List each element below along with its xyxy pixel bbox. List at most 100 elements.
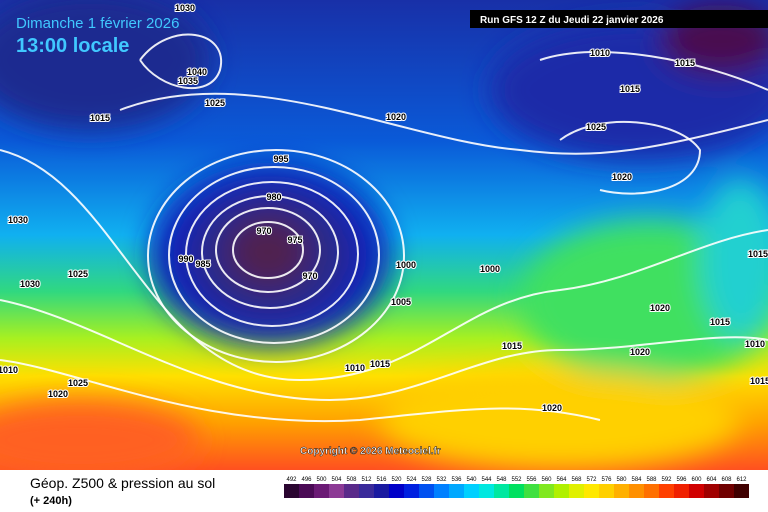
scale-swatch bbox=[524, 484, 539, 498]
isobar-label: 1015 bbox=[750, 376, 768, 386]
isobar-label: 1025 bbox=[586, 122, 606, 132]
scale-label: 584 bbox=[631, 477, 642, 483]
scale-swatch bbox=[434, 484, 449, 498]
scale-label: 528 bbox=[421, 477, 432, 483]
isobar-label: 1020 bbox=[48, 389, 68, 399]
isobar-label: 1010 bbox=[745, 339, 765, 349]
scale-swatch bbox=[389, 484, 404, 498]
scale-swatch bbox=[299, 484, 314, 498]
scale-label: 576 bbox=[601, 477, 612, 483]
isobars bbox=[0, 33, 768, 423]
isobar-label: 975 bbox=[287, 235, 302, 245]
scale-label: 516 bbox=[376, 477, 387, 483]
isobar-label: 970 bbox=[256, 226, 271, 236]
isobar-label: 1010 bbox=[590, 48, 610, 58]
scale-label: 556 bbox=[526, 477, 537, 483]
map-date: Dimanche 1 février 2026 bbox=[16, 15, 179, 32]
isobar-label: 1015 bbox=[620, 84, 640, 94]
color-scale: 492 496 500 504 508 512 516 520 524 528 532 536 540 5… bbox=[284, 477, 749, 498]
scale-swatch bbox=[719, 484, 734, 498]
isobar-label: 1025 bbox=[68, 269, 88, 279]
scale-label: 500 bbox=[316, 477, 327, 483]
isobar-label: 1020 bbox=[542, 403, 562, 413]
isobar-label: 1015 bbox=[502, 341, 522, 351]
isobar-label: 1025 bbox=[205, 98, 225, 108]
scale-label: 600 bbox=[691, 477, 702, 483]
isobar-label: 1000 bbox=[480, 264, 500, 274]
isobar-label: 1025 bbox=[68, 378, 88, 388]
field-title: Géop. Z500 & pression au sol bbox=[30, 475, 215, 491]
isobar-label: 1020 bbox=[650, 303, 670, 313]
scale-label: 560 bbox=[541, 477, 552, 483]
scale-swatch bbox=[629, 484, 644, 498]
isobar-label: 995 bbox=[273, 154, 288, 164]
scale-swatch bbox=[359, 484, 374, 498]
isobar-label: 1040 bbox=[187, 67, 207, 77]
isobar-label: 1030 bbox=[175, 3, 195, 13]
scale-label: 604 bbox=[706, 477, 717, 483]
scale-swatch bbox=[689, 484, 704, 498]
scale-swatch bbox=[584, 484, 599, 498]
scale-swatch bbox=[374, 484, 389, 498]
isobar-label: 1035 bbox=[178, 76, 198, 86]
scale-label: 512 bbox=[361, 477, 372, 483]
isobar-label: 1020 bbox=[612, 172, 632, 182]
scale-label: 568 bbox=[571, 477, 582, 483]
scale-swatch bbox=[644, 484, 659, 498]
scale-swatch bbox=[509, 484, 524, 498]
scale-label: 580 bbox=[616, 477, 627, 483]
map-time: 13:00 locale bbox=[16, 35, 129, 57]
isobar-label: 1030 bbox=[20, 279, 40, 289]
scale-label: 520 bbox=[391, 477, 402, 483]
scale-label: 508 bbox=[346, 477, 357, 483]
isobar-label: 1015 bbox=[675, 58, 695, 68]
scale-swatch bbox=[569, 484, 584, 498]
run-banner bbox=[470, 10, 768, 28]
isobar-label: 985 bbox=[195, 259, 210, 269]
isobar-label: 990 bbox=[178, 254, 193, 264]
scale-label: 612 bbox=[736, 477, 747, 483]
scale-swatch bbox=[704, 484, 719, 498]
isobar-label: 1000 bbox=[396, 260, 416, 270]
scale-swatch bbox=[494, 484, 509, 498]
scale-swatch bbox=[404, 484, 419, 498]
scale-label: 552 bbox=[511, 477, 522, 483]
isobar-label: 1005 bbox=[391, 297, 411, 307]
isobar-label: 1015 bbox=[710, 317, 730, 327]
scale-swatch bbox=[464, 484, 479, 498]
scale-label: 572 bbox=[586, 477, 597, 483]
scale-swatch bbox=[449, 484, 464, 498]
scale-label: 540 bbox=[466, 477, 477, 483]
scale-swatch bbox=[479, 484, 494, 498]
scale-label: 588 bbox=[646, 477, 657, 483]
scale-label: 544 bbox=[481, 477, 492, 483]
scale-label: 496 bbox=[301, 477, 312, 483]
scale-swatch bbox=[329, 484, 344, 498]
scale-swatch bbox=[734, 484, 749, 498]
copyright: Copyright © 2026 Meteociel.fr bbox=[300, 446, 441, 457]
scale-swatch bbox=[599, 484, 614, 498]
scale-swatch bbox=[614, 484, 629, 498]
scale-label: 564 bbox=[556, 477, 567, 483]
scale-label: 492 bbox=[286, 477, 297, 483]
scale-swatch bbox=[419, 484, 434, 498]
isobar-label: 1010 bbox=[0, 365, 18, 375]
isobar-label: 1015 bbox=[370, 359, 390, 369]
scale-label: 548 bbox=[496, 477, 507, 483]
isobar-label: 970 bbox=[302, 271, 317, 281]
isobar-label: 1020 bbox=[630, 347, 650, 357]
scale-swatch bbox=[674, 484, 689, 498]
scale-label: 504 bbox=[331, 477, 342, 483]
isobar-label: 1030 bbox=[8, 215, 28, 225]
lead-time: (+ 240h) bbox=[30, 495, 72, 507]
scale-label: 532 bbox=[436, 477, 447, 483]
scale-swatch bbox=[344, 484, 359, 498]
scale-label: 536 bbox=[451, 477, 462, 483]
scale-swatch bbox=[314, 484, 329, 498]
isobar-label: 1015 bbox=[748, 249, 768, 259]
scale-label: 524 bbox=[406, 477, 417, 483]
scale-swatch bbox=[659, 484, 674, 498]
scale-label: 596 bbox=[676, 477, 687, 483]
scale-label: 608 bbox=[721, 477, 732, 483]
